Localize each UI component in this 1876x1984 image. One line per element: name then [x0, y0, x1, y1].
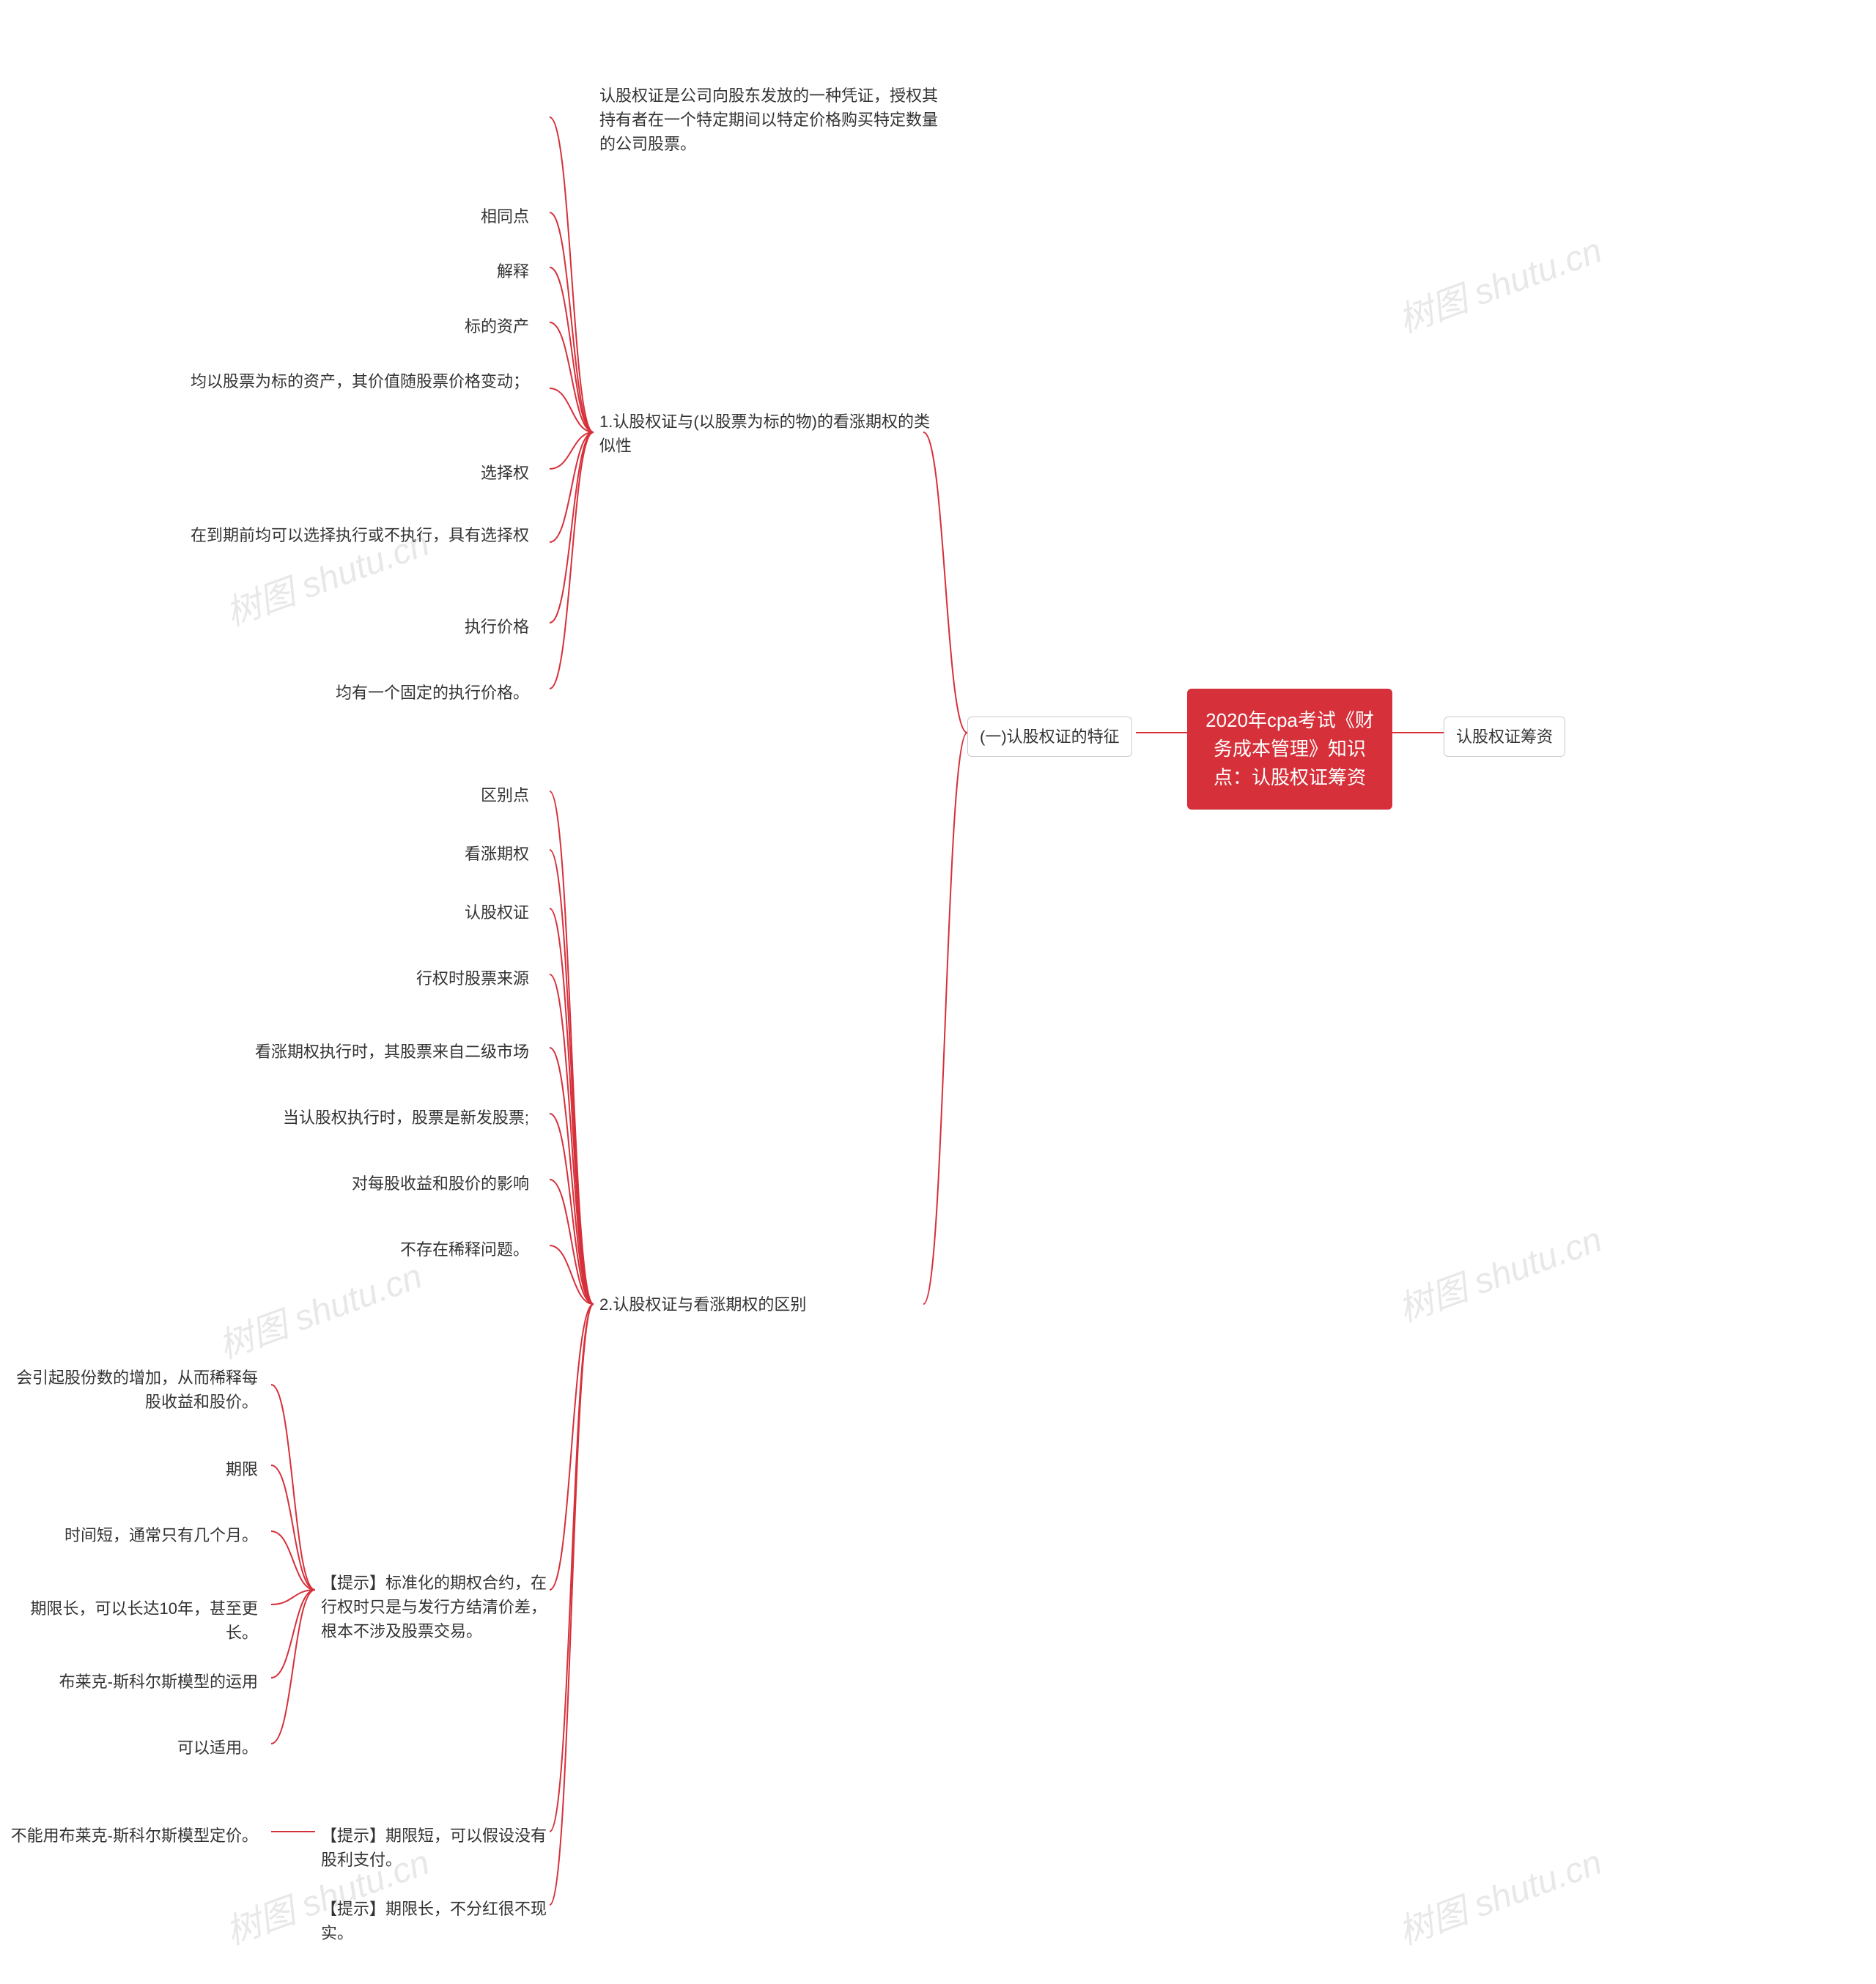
node-s2-a6[interactable]: 当认股权执行时，股票是新发股票; — [277, 1103, 535, 1133]
watermark: 树图 shutu.cn — [1390, 1210, 1608, 1331]
node-section2-label[interactable]: 2.认股权证与看涨期权的区别 — [594, 1289, 812, 1319]
node-tip1-s3[interactable]: 时间短，通常只有几个月。 — [59, 1520, 264, 1550]
node-tip1-s5[interactable]: 布莱克-斯科尔斯模型的运用 — [53, 1667, 264, 1697]
node-tip2-sub[interactable]: 不能用布莱克-斯科尔斯模型定价。 — [5, 1821, 264, 1851]
node-s1-c[interactable]: 标的资产 — [459, 311, 535, 341]
node-s1-h[interactable]: 均有一个固定的执行价格。 — [330, 678, 535, 708]
node-section1-label[interactable]: 1.认股权证与(以股票为标的物)的看涨期权的类似性 — [594, 407, 945, 461]
watermark: 树图 shutu.cn — [210, 1247, 428, 1368]
node-tip2[interactable]: 【提示】期限短，可以假设没有股利支付。 — [315, 1821, 564, 1875]
node-s1-a[interactable]: 相同点 — [475, 201, 535, 232]
node-tip1-s1[interactable]: 会引起股份数的增加，从而稀释每股收益和股价。 — [0, 1363, 264, 1417]
node-s2-a7[interactable]: 对每股收益和股价的影响 — [346, 1169, 535, 1199]
node-tip1-s2[interactable]: 期限 — [220, 1454, 264, 1484]
node-s1-e[interactable]: 选择权 — [475, 458, 535, 488]
watermark: 树图 shutu.cn — [1390, 1833, 1608, 1954]
node-left-child[interactable]: (一)认股权证的特征 — [967, 717, 1132, 757]
node-tip3[interactable]: 【提示】期限长，不分红很不现实。 — [315, 1894, 564, 1948]
node-tip1[interactable]: 【提示】标准化的期权合约，在行权时只是与发行方结清价差，根本不涉及股票交易。 — [315, 1568, 564, 1646]
node-s1-b[interactable]: 解释 — [491, 256, 535, 286]
node-tip1-s6[interactable]: 可以适用。 — [171, 1733, 264, 1763]
node-s2-a5[interactable]: 看涨期权执行时，其股票来自二级市场 — [249, 1037, 535, 1067]
node-s2-a4[interactable]: 行权时股票来源 — [410, 963, 535, 993]
node-s1-d[interactable]: 均以股票为标的资产，其价值随股票价格变动； — [185, 366, 535, 396]
watermark: 树图 shutu.cn — [1390, 221, 1608, 342]
node-s2-a3[interactable]: 认股权证 — [459, 897, 535, 928]
node-right-child[interactable]: 认股权证筹资 — [1444, 717, 1565, 757]
node-s2-a8[interactable]: 不存在稀释问题。 — [394, 1235, 535, 1265]
node-s1-g[interactable]: 执行价格 — [459, 612, 535, 642]
node-s2-a2[interactable]: 看涨期权 — [459, 839, 535, 869]
node-section1-topnote[interactable]: 认股权证是公司向股东发放的一种凭证，授权其持有者在一个特定期间以特定价格购买特定… — [594, 81, 945, 159]
node-s2-a1[interactable]: 区别点 — [475, 780, 535, 810]
mindmap-root[interactable]: 2020年cpa考试《财务成本管理》知识点：认股权证筹资 — [1187, 689, 1392, 810]
node-s1-f[interactable]: 在到期前均可以选择执行或不执行，具有选择权 — [185, 520, 535, 550]
mindmap-connectors — [0, 0, 1876, 1984]
node-tip1-s4[interactable]: 期限长，可以长达10年，甚至更长。 — [0, 1594, 264, 1648]
